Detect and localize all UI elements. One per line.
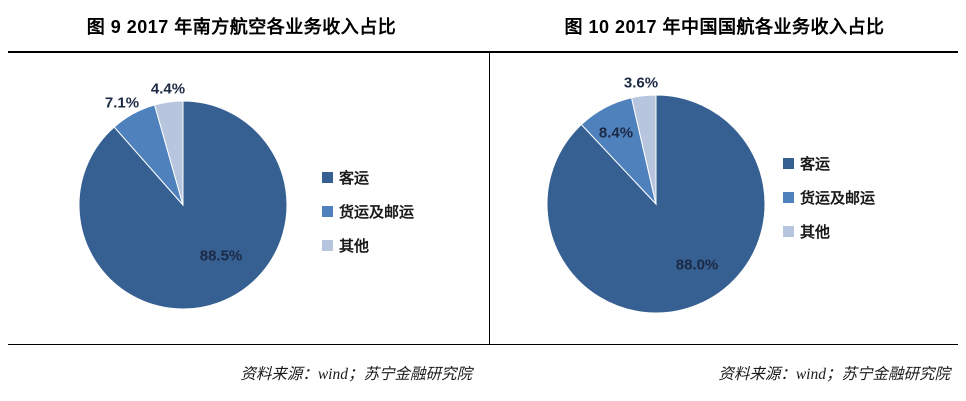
legend-item-other: 其他 [322,235,414,255]
legend-label: 货运及邮运 [339,203,415,221]
pie-data-label: 8.4% [598,124,634,142]
legend-item-cargo-mail: 货运及邮运 [783,187,875,207]
legend-figure10: 客运 货运及邮运 其他 [783,153,875,241]
legend-swatch [783,225,794,237]
pie-chart-figure9 [78,100,288,310]
legend-figure9: 客运 货运及邮运 其他 [322,167,414,255]
legend-label: 货运及邮运 [800,189,876,207]
legend-swatch [322,205,333,217]
pie-slice-2 [630,94,657,205]
legend-label: 客运 [800,155,831,173]
legend-swatch [322,171,333,183]
figure10-title: 图 10 2017 年中国国航各业务收入占比 [564,17,885,37]
top-rule [8,51,958,53]
source-note-figure10: 资料来源：wind；苏宁金融研究院 [718,366,950,383]
pie-slice-2 [153,100,184,206]
panel-divider [489,53,490,344]
legend-swatch [322,239,333,251]
legend-swatch [783,191,794,203]
pie-chart-figure10 [546,94,766,314]
legend-swatch [783,157,794,169]
legend-item-passenger: 客运 [322,167,414,187]
legend-item-other: 其他 [783,221,875,241]
legend-label: 其他 [339,237,370,255]
figure9-title: 图 9 2017 年南方航空各业务收入占比 [86,17,397,37]
legend-label: 客运 [339,169,370,187]
source-note-figure9: 资料来源：wind；苏宁金融研究院 [240,366,472,383]
bottom-rule [8,344,958,345]
legend-item-cargo-mail: 货运及邮运 [322,201,414,221]
pie-data-label: 88.0% [675,256,719,274]
pie-data-label: 3.6% [623,74,659,92]
pie-data-label: 88.5% [199,247,243,265]
legend-label: 其他 [800,223,831,241]
legend-item-passenger: 客运 [783,153,875,173]
pie-data-label: 4.4% [150,80,186,98]
pie-data-label: 7.1% [104,94,140,112]
